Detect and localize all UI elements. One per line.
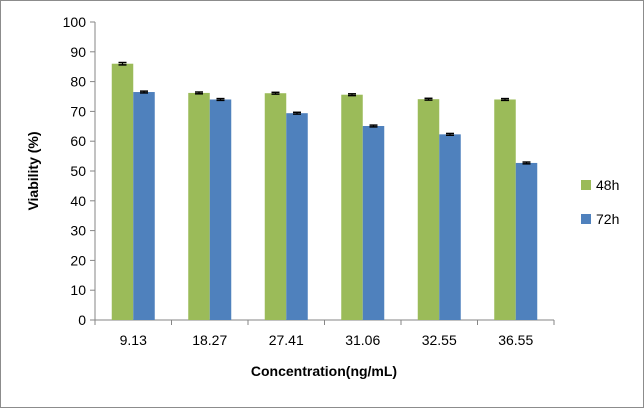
x-axis-title: Concentration(ng/mL) [251,363,397,379]
bar-48h-32.55 [417,99,440,320]
y-tick-label: 70 [70,103,86,119]
legend-label-72h: 72h [596,211,619,227]
bar-72h-32.55 [439,134,461,320]
legend-swatch-72h [581,214,591,224]
bar-72h-9.13 [133,92,155,320]
y-tick-label: 30 [70,223,86,239]
x-tick-label: 32.55 [422,332,457,348]
x-tick-label: 31.06 [345,332,380,348]
x-tick-label: 18.27 [192,332,227,348]
legend-label-48h: 48h [596,177,619,193]
x-tick-label: 27.41 [269,332,304,348]
bar-72h-36.55 [515,162,538,320]
bar-48h-27.41 [264,93,287,320]
bar-48h-36.55 [494,99,516,320]
plot-area: 0 10 20 30 40 50 60 70 80 90 100 9.13 18.27 27.41 31.0… [63,14,555,348]
bar-72h-18.27 [209,99,232,320]
x-tick-label: 9.13 [120,332,147,348]
bar-48h-31.06 [341,94,363,320]
y-tick-label: 60 [70,133,86,149]
bar-48h-9.13 [111,63,134,320]
legend: 48h 72h [581,177,619,227]
legend-swatch-48h [581,180,591,190]
y-tick-label: 80 [70,74,86,90]
y-tick-label: 20 [70,252,86,268]
y-tick-label: 40 [70,193,86,209]
bar-72h-31.06 [362,126,385,320]
y-tick-label: 90 [70,44,86,60]
bar-48h-18.27 [188,92,210,320]
y-tick-label: 10 [70,282,86,298]
y-tick-label: 50 [70,163,86,179]
y-tick-label: 0 [78,312,86,328]
bar-72h-27.41 [286,113,308,320]
y-axis-title: Viability (%) [25,131,41,210]
y-tick-label: 100 [63,14,87,30]
x-tick-label: 36.55 [498,332,533,348]
